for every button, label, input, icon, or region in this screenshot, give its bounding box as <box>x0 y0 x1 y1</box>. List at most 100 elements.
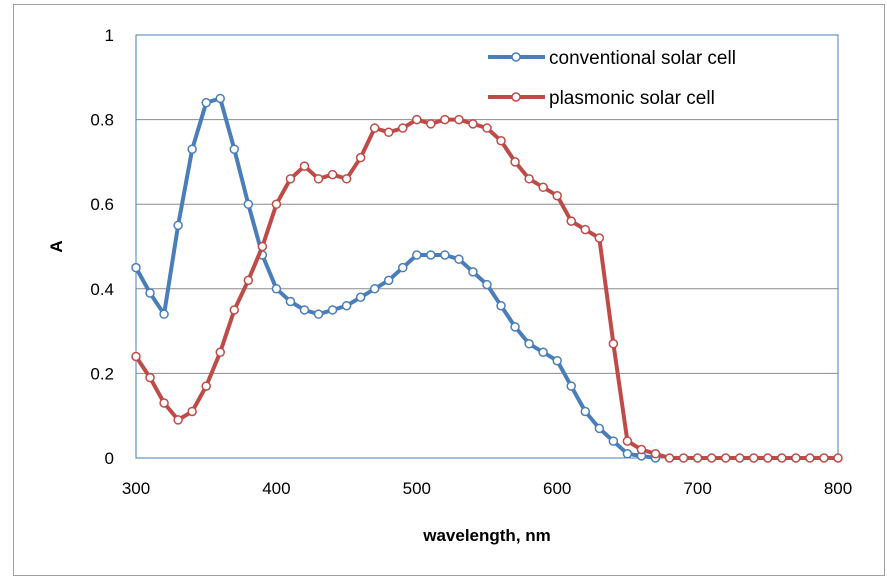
legend-label-plasmonic: plasmonic solar cell <box>549 88 715 109</box>
data-point <box>594 423 605 434</box>
data-point <box>243 199 254 209</box>
data-point <box>173 415 183 425</box>
x-axis-title: wavelength, nm <box>422 526 551 545</box>
data-point <box>243 275 254 286</box>
data-point <box>538 347 548 357</box>
data-point <box>341 174 352 184</box>
data-point <box>692 453 703 463</box>
data-point <box>496 136 506 146</box>
legend-item-conventional: conventional solar cell <box>488 48 736 69</box>
data-point <box>594 233 605 243</box>
data-point <box>819 453 829 463</box>
data-point <box>412 250 422 260</box>
y-tick-label: 0 <box>105 449 114 468</box>
data-point <box>552 190 562 201</box>
data-point <box>524 339 534 349</box>
data-point <box>664 453 675 463</box>
x-tick-label: 800 <box>824 479 852 498</box>
data-point <box>173 220 183 231</box>
data-point <box>327 169 338 180</box>
data-point <box>229 144 240 154</box>
data-point <box>383 275 394 286</box>
data-point <box>538 182 548 193</box>
data-point <box>285 296 296 307</box>
legend-item-plasmonic: plasmonic solar cell <box>488 88 715 109</box>
data-point <box>159 398 169 408</box>
gridlines <box>136 119 838 374</box>
data-point <box>720 453 731 463</box>
y-axis-title: A <box>47 240 66 252</box>
series-layer <box>131 93 843 463</box>
data-point <box>187 144 197 154</box>
data-point <box>215 93 225 104</box>
y-tick-label: 0.4 <box>90 280 114 299</box>
series-line <box>134 96 656 460</box>
data-point <box>566 216 576 226</box>
legend-marker-plasmonic <box>511 92 521 102</box>
y-tick-label: 1 <box>105 26 114 45</box>
data-point <box>398 262 408 273</box>
data-point <box>734 453 745 463</box>
data-point <box>299 305 310 315</box>
data-point <box>341 300 352 311</box>
data-point <box>313 174 324 184</box>
data-point <box>313 309 324 319</box>
data-point <box>201 381 211 391</box>
data-point <box>271 199 282 209</box>
data-point <box>482 123 492 133</box>
x-tick-label: 700 <box>683 479 711 498</box>
data-point <box>706 453 717 463</box>
data-point <box>145 372 155 383</box>
data-point <box>131 351 141 362</box>
data-point <box>187 406 197 417</box>
chart-frame <box>13 4 885 576</box>
data-point <box>271 284 282 294</box>
data-point <box>454 254 464 264</box>
data-point <box>805 453 815 463</box>
data-point <box>201 97 211 108</box>
data-point <box>552 355 562 366</box>
x-tick-label: 300 <box>122 479 150 498</box>
data-point <box>369 123 380 133</box>
legend: conventional solar cell plasmonic solar … <box>488 48 736 109</box>
data-point <box>791 453 801 463</box>
data-point <box>749 453 759 463</box>
data-point <box>524 174 534 184</box>
data-point <box>426 119 436 129</box>
x-axis-ticks: 300 400 500 600 700 800 <box>122 479 852 498</box>
data-point <box>468 267 478 277</box>
data-point <box>622 449 633 459</box>
data-point <box>440 250 450 260</box>
data-point <box>285 174 296 184</box>
data-point <box>650 449 661 459</box>
data-point <box>496 300 506 311</box>
plot-area <box>135 34 839 459</box>
data-point <box>580 224 591 235</box>
data-point <box>566 381 576 391</box>
x-tick-label: 600 <box>543 479 571 498</box>
data-point <box>622 436 633 446</box>
data-point <box>299 161 310 171</box>
data-point <box>131 262 141 273</box>
data-point <box>833 453 843 463</box>
data-point <box>215 347 225 357</box>
legend-marker-conventional <box>511 52 521 62</box>
data-point <box>355 292 366 303</box>
data-point <box>763 453 773 463</box>
data-point <box>145 288 155 298</box>
data-point <box>580 406 591 417</box>
data-point <box>229 305 240 315</box>
data-point <box>608 436 619 446</box>
legend-label-conventional: conventional solar cell <box>549 48 736 69</box>
data-point <box>412 114 422 125</box>
y-tick-label: 0.8 <box>90 111 114 130</box>
data-point <box>257 241 268 252</box>
data-point <box>468 119 478 129</box>
data-point <box>608 339 619 349</box>
data-point <box>636 444 647 455</box>
data-point <box>454 114 464 125</box>
series-plasmonic <box>131 114 843 463</box>
y-tick-label: 0.2 <box>90 364 114 383</box>
x-tick-label: 500 <box>403 479 431 498</box>
